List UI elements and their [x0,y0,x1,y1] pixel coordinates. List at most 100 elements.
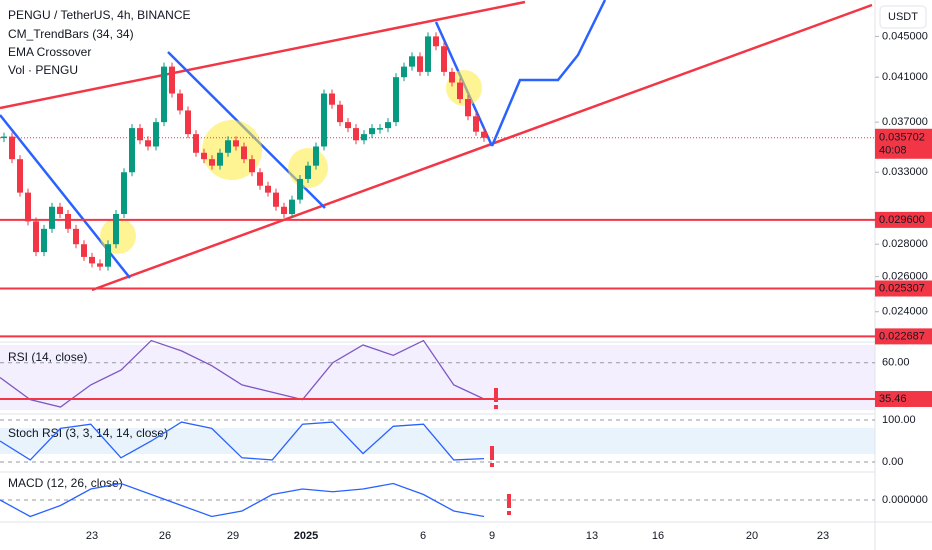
candle [209,159,215,166]
candle [193,134,199,153]
candle [273,192,279,207]
x-tick-label: 29 [227,530,239,542]
x-tick-label: 23 [86,530,98,542]
candle [217,152,223,166]
indicator-label: Vol · PENGU [8,63,78,77]
x-tick-label: 6 [420,530,426,542]
candle [297,178,303,200]
x-tick-label: 9 [489,530,495,542]
alerts [490,388,511,515]
y-tick-label: 0.033000 [882,166,928,178]
y-tick-label: 0.00 [882,456,903,468]
candle [329,93,335,105]
candle [225,140,231,153]
candle [105,244,111,267]
symbol-title: PENGU / TetherUS, 4h, BINANCE [8,8,191,22]
candle [409,56,415,67]
candle [385,122,391,129]
candle [185,110,191,135]
y-tick-label: 0.026000 [882,271,928,283]
candle [241,146,247,160]
candle [337,104,343,123]
candle [9,136,15,160]
candle [265,185,271,193]
header: PENGU / TetherUS, 4h, BINANCE CM_TrendBa… [8,8,191,490]
stoch-line [0,421,485,461]
y-tick-label: 60.00 [882,357,910,369]
candle [393,77,399,123]
rsi-pane [0,345,875,410]
level-tag [875,328,932,345]
candle [41,228,47,253]
candle [121,172,127,214]
last-price-label: 0.035702 [879,132,925,144]
last-price-tag [875,128,932,159]
macd-line [0,482,485,518]
y-tick-label: 0.024000 [882,306,928,318]
candle [33,221,39,253]
candle [473,116,479,132]
level-label: 0.022687 [879,330,925,342]
candle [281,206,287,214]
candle [401,66,407,78]
candle [81,244,87,257]
rsi-tag [875,390,932,407]
candle [361,134,367,141]
countdown: 40:08 [879,145,907,157]
x-tick-label: 2025 [294,530,318,542]
candle [233,140,239,147]
level-label: 0.029600 [879,214,925,226]
candle [449,71,455,83]
candle [153,122,159,147]
candle [73,228,79,245]
candle [417,56,423,72]
candle [89,256,95,264]
candle [169,66,175,94]
candle [465,99,471,117]
y-tick-label: 0.041000 [882,71,928,83]
candle [57,206,63,214]
pane-title: Stoch RSI (3, 3, 14, 14, close) [8,426,168,440]
candle [113,213,119,245]
candle [129,128,135,173]
candle [161,66,167,123]
candle [25,192,31,222]
pane-title: MACD (12, 26, close) [8,476,123,490]
candle [177,93,183,111]
candle [1,136,7,139]
x-tick-label: 26 [159,530,171,542]
y-tick-label: 0.028000 [882,238,928,250]
currency-box[interactable] [879,5,927,29]
y-tick-label: 0.000000 [882,494,928,506]
indicator-label: EMA Crossover [8,45,91,59]
candle [321,93,327,147]
candle [481,131,487,138]
y-tick-label: 0.045000 [882,30,928,42]
candle [97,263,103,267]
candle [369,128,375,135]
candle [353,128,359,141]
indicator-label: CM_TrendBars (34, 34) [8,27,134,41]
candle [313,146,319,166]
currency[interactable]: USDT [888,11,918,23]
candle [305,165,311,179]
candle [345,122,351,129]
candle [433,36,439,47]
candle [377,128,383,130]
candle [441,46,447,72]
candle [65,213,71,229]
candle [137,128,143,141]
candle [257,172,263,186]
y-tick-label: 100.00 [882,414,916,426]
candle [457,82,463,100]
rsi-label: 35.46 [879,393,907,405]
rsi-line [0,339,485,408]
candle [201,152,207,160]
x-tick-label: 20 [746,530,758,542]
candle [289,199,295,214]
y-tick-label: 0.037000 [882,116,928,128]
candle [49,206,55,229]
candle [17,159,23,193]
level-tag [875,211,932,228]
